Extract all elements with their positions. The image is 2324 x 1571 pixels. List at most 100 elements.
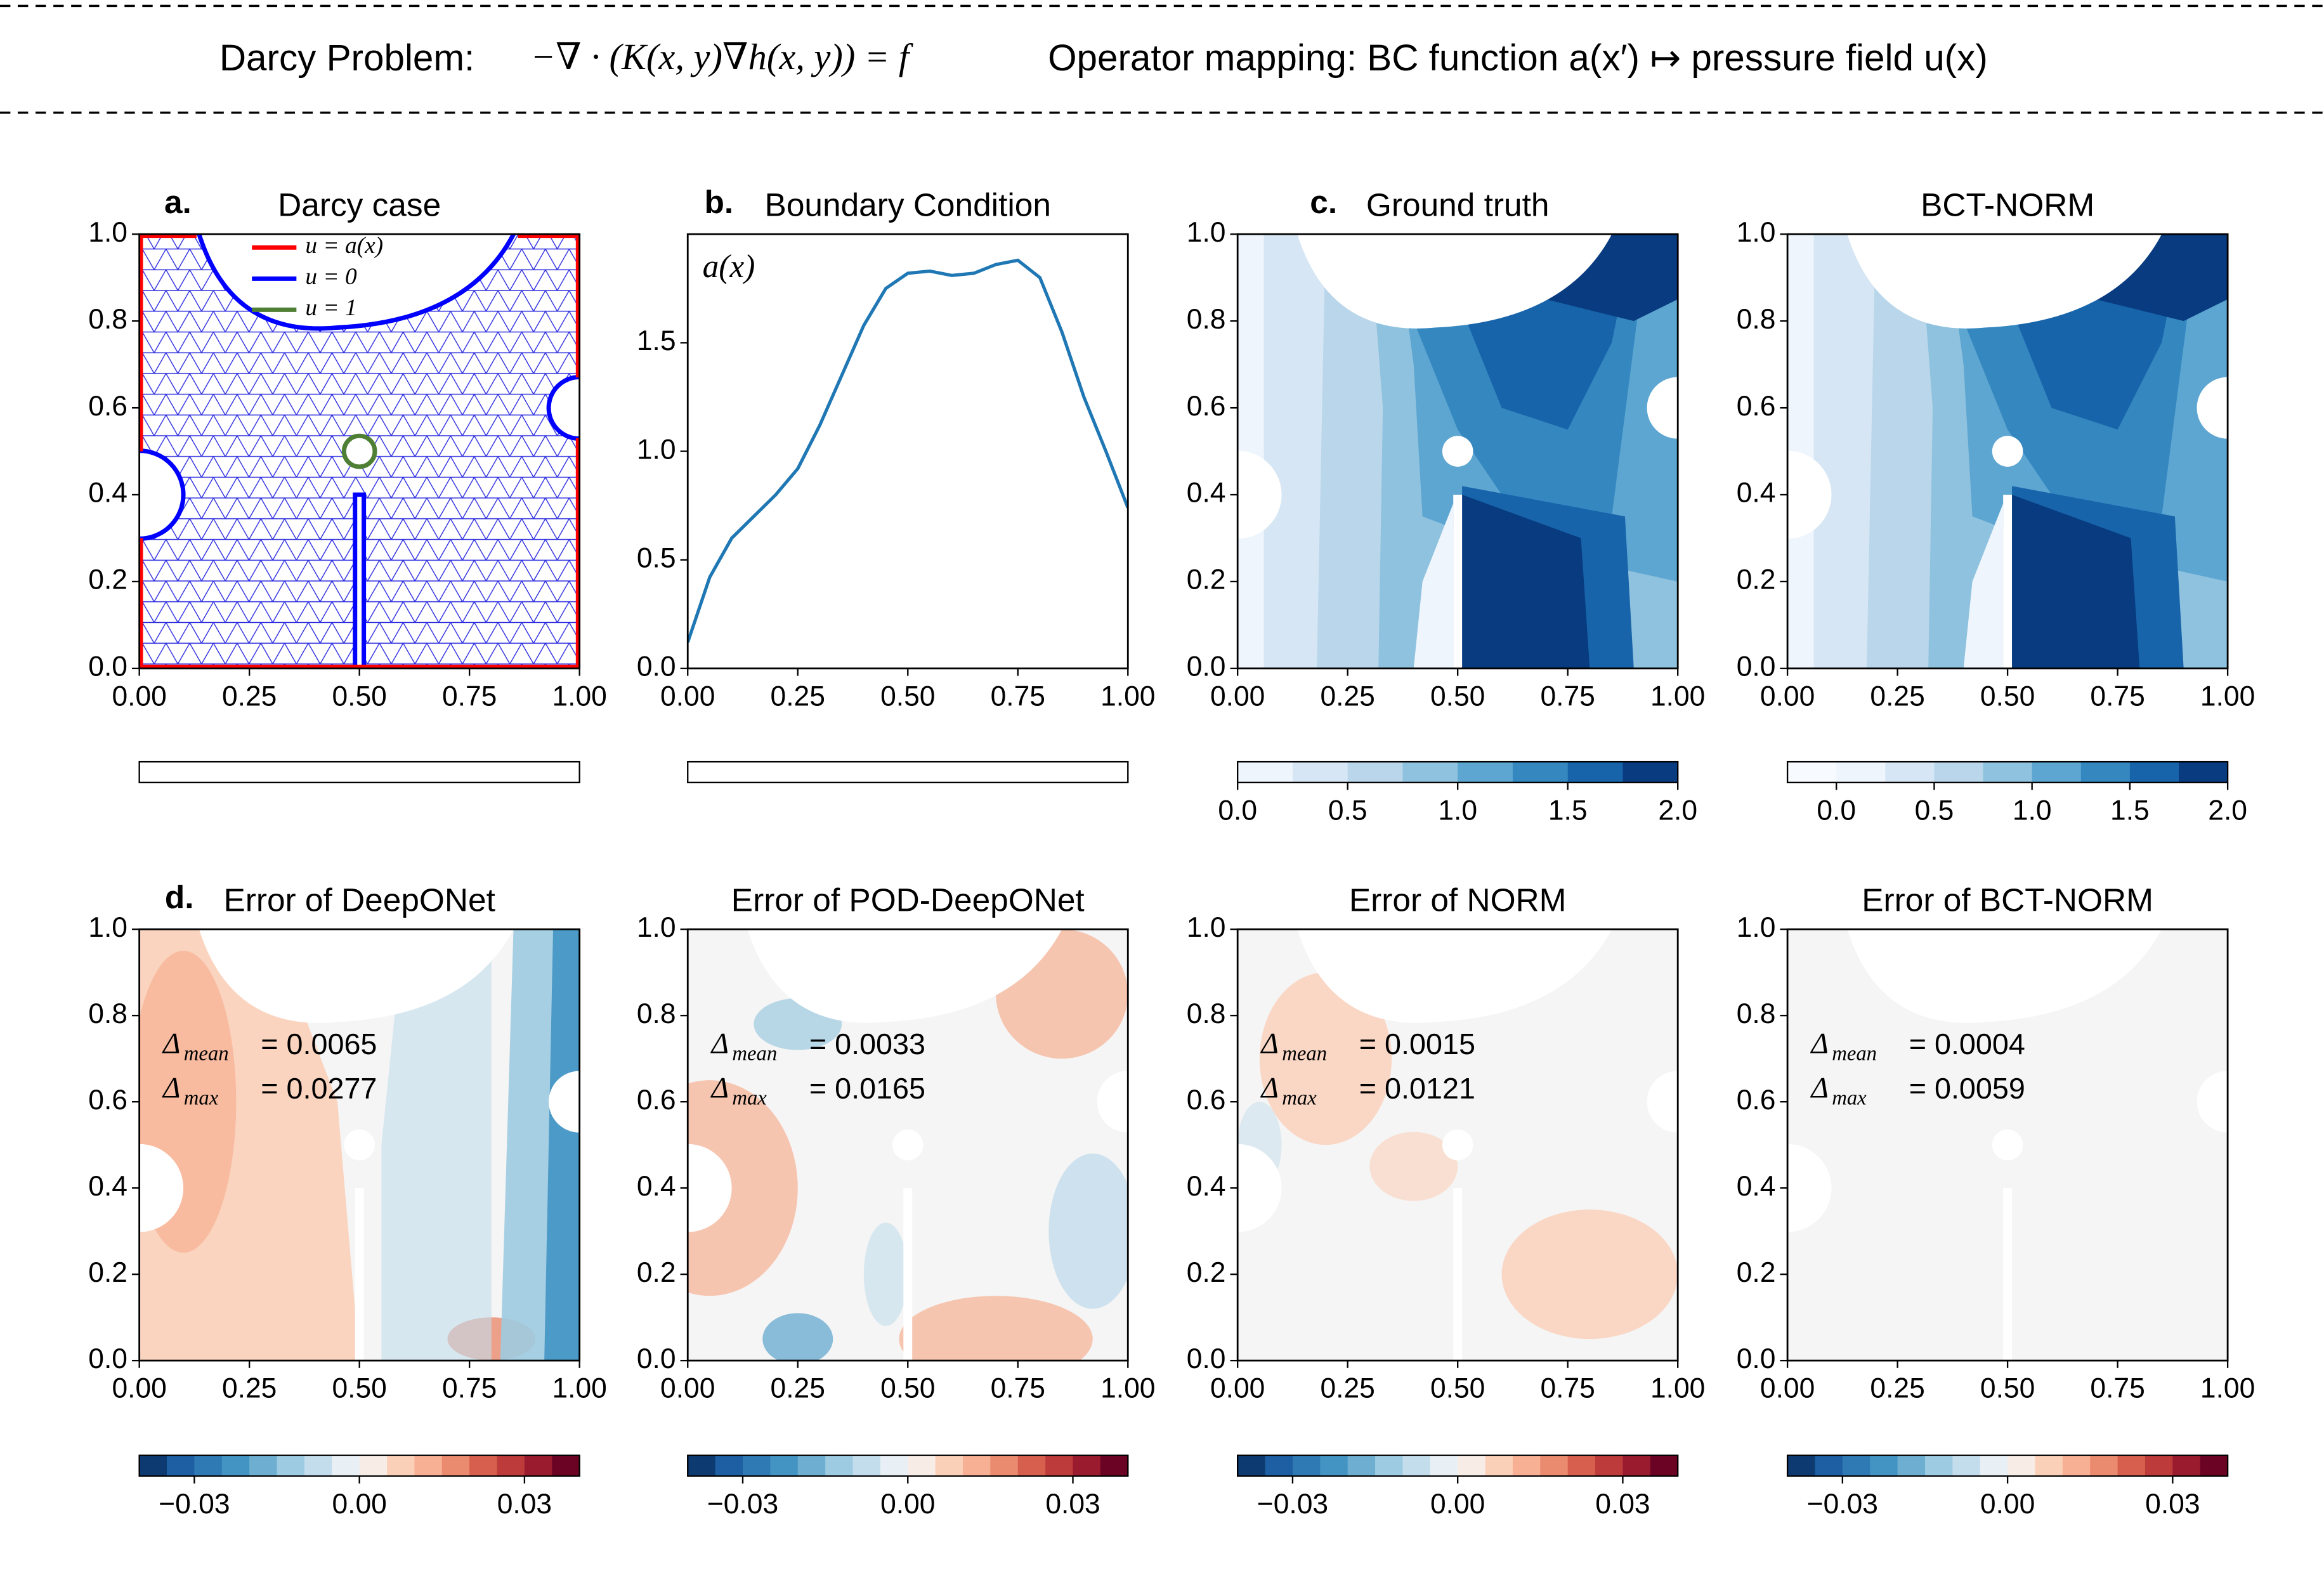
colorbar-bin xyxy=(1402,762,1458,783)
hole xyxy=(197,234,516,331)
colorbar-bin xyxy=(1815,1455,1843,1476)
colorbar-tick-label: 0.00 xyxy=(880,1489,935,1520)
y-tick-label: 0.0 xyxy=(1737,651,1776,682)
annotation-symbol: Δ xyxy=(710,1072,729,1105)
y-tick-label: 0.8 xyxy=(1187,998,1226,1029)
x-tick-label: 0.75 xyxy=(442,681,497,712)
hole xyxy=(1297,929,1612,1023)
colorbar-bin xyxy=(1512,1455,1541,1476)
colorbar-bin xyxy=(194,1455,223,1476)
colorbar-bin xyxy=(1870,1455,1898,1476)
hole xyxy=(1297,234,1612,329)
colorbar-bin xyxy=(1595,1455,1624,1476)
colorbar-tick-label: 0.00 xyxy=(1980,1489,2035,1520)
colorbar-bin xyxy=(1787,762,1837,783)
colorbar-bin xyxy=(2144,1455,2174,1476)
colorbar-bin xyxy=(441,1455,470,1476)
y-tick-label: 0.2 xyxy=(1737,1257,1776,1288)
contour-region xyxy=(1237,234,1264,668)
y-tick-label: 0.8 xyxy=(1187,304,1226,335)
x-tick-label: 0.75 xyxy=(442,1373,497,1404)
hole xyxy=(1647,377,1678,439)
colorbar-tick-label: 0.03 xyxy=(2145,1489,2200,1520)
colorbar-bin xyxy=(2129,762,2179,783)
y-tick-label: 0.8 xyxy=(88,304,127,335)
colorbar-frame xyxy=(687,760,1129,783)
annotation-text: = 0.0033 xyxy=(809,1027,925,1060)
contour-region xyxy=(863,1222,908,1326)
y-tick-label: 0.6 xyxy=(1737,1085,1776,1116)
annotation-text: = 0.0004 xyxy=(1909,1027,2025,1060)
colorbar-bin xyxy=(1567,1455,1596,1476)
x-tick-label: 0.75 xyxy=(991,681,1045,712)
hole xyxy=(2197,377,2228,439)
colorbar-bin xyxy=(1237,1455,1266,1476)
x-tick-label: 1.00 xyxy=(1100,681,1155,712)
hole xyxy=(2197,1071,2228,1133)
x-tick-label: 0.25 xyxy=(1320,1373,1374,1404)
colorbar-bin xyxy=(414,1455,443,1476)
colorbar-tick-label: 0.0 xyxy=(1817,795,1856,826)
colorbar-bin xyxy=(2179,762,2228,783)
colorbar-bin xyxy=(304,1455,332,1476)
colorbar-bin xyxy=(1402,1455,1431,1476)
y-tick-label: 0.2 xyxy=(1737,564,1776,596)
x-tick-label: 0.25 xyxy=(222,681,277,712)
colorbar-bin xyxy=(1897,1455,1926,1476)
legend-label: u = 0 xyxy=(305,264,357,290)
colorbar-bin xyxy=(1292,762,1348,783)
hole xyxy=(1647,1071,1678,1133)
y-tick-label: 0.6 xyxy=(1187,391,1226,422)
colorbar-bin xyxy=(497,1455,525,1476)
x-tick-label: 0.50 xyxy=(1430,681,1485,712)
contour-region xyxy=(1462,495,1590,668)
y-tick-label: 0.6 xyxy=(1187,1085,1226,1116)
hole xyxy=(892,1129,924,1161)
chart-title: Error of BCT-NORM xyxy=(1862,882,2153,918)
slit xyxy=(1453,495,1463,668)
colorbar-bin xyxy=(1842,1455,1870,1476)
plot-area xyxy=(139,234,580,668)
y-tick-label: 0.6 xyxy=(637,1085,676,1116)
colorbar-bin xyxy=(1934,762,1984,783)
panel: 0.00 0.25 0.50 0.75 1.00 0.0 0.2 0.4 0.6 0.8 1.0 Er… xyxy=(1737,882,2255,1520)
x-tick-label: 0.75 xyxy=(1540,1373,1595,1404)
y-tick-label: 0.4 xyxy=(88,478,127,509)
contour-region xyxy=(762,1313,833,1361)
contour-region xyxy=(1813,234,1876,668)
y-tick-label: 1.0 xyxy=(1187,912,1226,943)
annotation-subscript: max xyxy=(732,1086,767,1109)
x-tick-label: 0.00 xyxy=(1210,1373,1265,1404)
annotation-subscript: max xyxy=(184,1086,219,1109)
annotation-symbol: Δ xyxy=(710,1027,729,1060)
y-tick-label: 0.2 xyxy=(88,564,127,596)
colorbar-tick-label: 1.5 xyxy=(2110,795,2150,826)
header-equation: −∇ · (K(x, y)∇h(x, y)) = f xyxy=(531,36,913,77)
x-tick-label: 0.00 xyxy=(1760,681,1815,712)
plot-area xyxy=(139,929,580,1361)
chart-title: BCT-NORM xyxy=(1921,186,2094,223)
hole xyxy=(1442,436,1473,467)
x-tick-label: 0.00 xyxy=(112,681,166,712)
legend-label: u = a(x) xyxy=(305,233,383,259)
colorbar-bin xyxy=(2032,762,2082,783)
legend-label: u = 1 xyxy=(305,295,356,321)
colorbar-tick-label: −0.03 xyxy=(1257,1489,1328,1520)
plot-area xyxy=(688,258,1128,643)
hole xyxy=(1992,1129,2023,1161)
line xyxy=(688,258,1128,643)
x-tick-label: 0.00 xyxy=(1210,681,1265,712)
colorbar-bin xyxy=(1458,1455,1486,1476)
colorbar-bin xyxy=(1622,762,1678,783)
chart-title: Error of DeepONet xyxy=(223,882,495,918)
x-tick-label: 0.50 xyxy=(332,681,386,712)
hole xyxy=(1847,234,2162,329)
x-tick-label: 0.50 xyxy=(332,1373,386,1404)
y-tick-label: 0.8 xyxy=(637,998,676,1029)
y-tick-label: 0.0 xyxy=(1187,1343,1226,1374)
colorbar-tick-label: −0.03 xyxy=(159,1489,230,1520)
x-tick-label: 0.25 xyxy=(771,1373,825,1404)
slit xyxy=(2003,1188,2013,1361)
contour-region xyxy=(1963,503,2004,668)
